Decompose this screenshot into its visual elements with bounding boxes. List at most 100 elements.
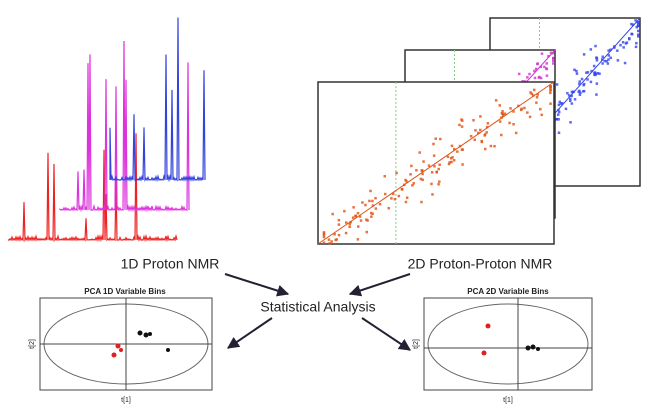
pca-plot: PCA 1D Variable Bins t[1] t[2] [29, 287, 213, 404]
peak [559, 102, 563, 105]
peak [361, 201, 364, 204]
peak [356, 225, 360, 228]
peak [365, 230, 368, 234]
peak [447, 162, 451, 166]
peak [358, 215, 362, 218]
peak [519, 108, 523, 112]
spectrum-trace [8, 133, 178, 243]
peak [509, 107, 512, 110]
peak [557, 131, 561, 135]
arrow [224, 273, 290, 297]
peak [343, 209, 346, 213]
peak [543, 65, 546, 69]
peak [534, 67, 538, 71]
peak [438, 163, 441, 167]
peak [337, 218, 341, 222]
peak [349, 220, 352, 224]
peak [489, 144, 493, 148]
peak [623, 61, 627, 65]
peak [585, 71, 588, 74]
diagonal [317, 81, 555, 245]
peak [395, 171, 398, 175]
peak [634, 45, 638, 49]
peak [607, 58, 610, 61]
peak [469, 134, 473, 138]
peak [485, 131, 488, 134]
peak [473, 138, 477, 142]
peak [570, 94, 573, 98]
peak [575, 72, 579, 75]
peak [552, 62, 555, 65]
peak [533, 69, 536, 73]
peak [552, 51, 555, 55]
peak [331, 212, 334, 216]
peak [333, 232, 336, 236]
peak [555, 83, 559, 86]
peak [594, 44, 597, 48]
peak [557, 118, 560, 121]
peak [430, 171, 434, 174]
peak [451, 156, 454, 159]
peak [432, 154, 436, 157]
peak [439, 137, 442, 141]
peak [636, 20, 639, 24]
peak [545, 62, 549, 65]
peak [364, 203, 367, 207]
peak [460, 148, 464, 151]
peak [586, 78, 589, 81]
peak [586, 71, 590, 74]
pca-title: PCA 2D Variable Bins [467, 287, 549, 296]
peak [452, 159, 456, 162]
peak [500, 133, 503, 137]
peak [540, 52, 544, 55]
arrow [361, 317, 411, 351]
peak [533, 88, 536, 92]
label-analysis: Statistical Analysis [260, 299, 375, 315]
plot-frame [423, 297, 593, 391]
peak [582, 89, 586, 93]
peak [432, 142, 435, 146]
peak [369, 189, 372, 193]
peak [578, 93, 582, 96]
peak [539, 76, 543, 80]
peak [374, 207, 378, 210]
peak [337, 223, 341, 226]
peak [552, 56, 555, 60]
peak [371, 212, 374, 216]
peak [538, 75, 541, 79]
spectrum-trace [59, 40, 190, 213]
peak [335, 238, 338, 241]
peak [529, 91, 532, 94]
peak [535, 95, 539, 99]
peak [393, 197, 397, 201]
peak [557, 108, 560, 112]
peak [557, 110, 561, 114]
peak [580, 77, 584, 81]
peak [337, 233, 341, 237]
peak [458, 144, 462, 148]
peak [400, 187, 404, 191]
label-2d: 2D Proton-Proton NMR [408, 256, 553, 272]
peak [450, 160, 453, 164]
peak [327, 238, 331, 241]
peak [549, 102, 552, 105]
peak [500, 112, 504, 115]
peak [595, 93, 598, 96]
peak [523, 106, 526, 110]
peak [598, 72, 601, 75]
peak [596, 72, 600, 75]
peak [566, 91, 569, 95]
peak [517, 104, 520, 108]
peak [609, 48, 612, 51]
peak [571, 90, 575, 94]
peak [589, 48, 593, 51]
peak [348, 225, 351, 229]
peak [501, 110, 504, 113]
peak [622, 46, 625, 49]
panel [317, 81, 555, 245]
peak [533, 76, 537, 80]
peak [539, 107, 542, 111]
peak [557, 103, 561, 107]
peak [397, 194, 401, 198]
peak [547, 54, 550, 58]
